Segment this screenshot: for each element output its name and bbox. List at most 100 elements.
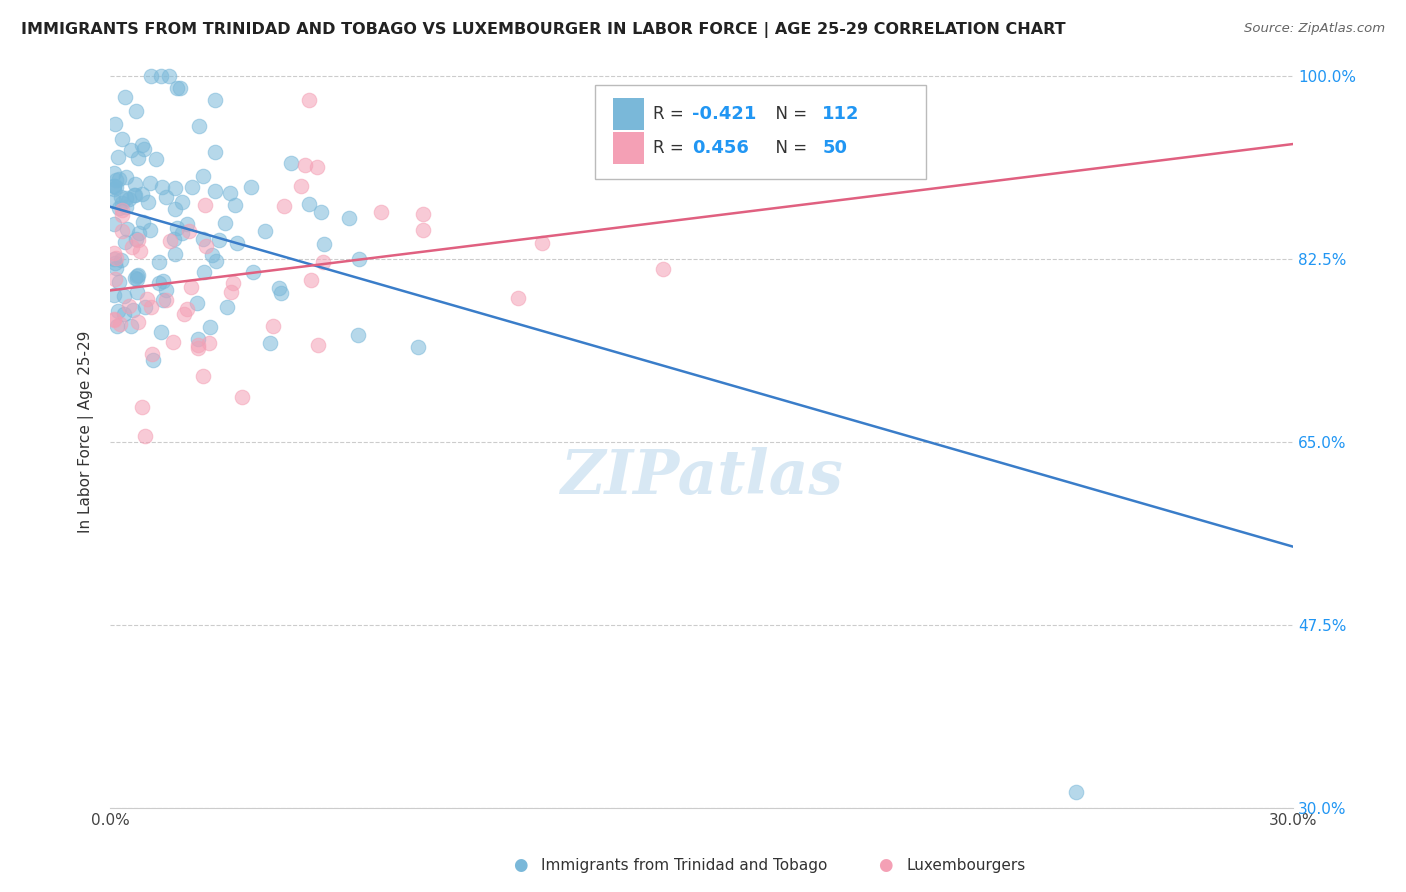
Point (219, 285, 242, 299)
Point (104, 256, 127, 270)
Point (308, 337, 330, 351)
Point (259, 335, 281, 350)
Point (163, 232, 186, 246)
Point (121, 240, 143, 254)
Text: ●: ● (513, 856, 527, 874)
Point (118, 193, 141, 207)
Point (149, 325, 172, 339)
Point (270, 285, 292, 300)
Point (205, 253, 228, 268)
Point (115, 200, 138, 214)
Point (240, 180, 263, 194)
Point (103, 178, 125, 193)
Point (219, 186, 242, 201)
Point (204, 184, 226, 198)
Point (187, 332, 209, 346)
Point (110, 190, 132, 204)
Point (1064, 785, 1087, 799)
Point (104, 272, 127, 286)
Point (114, 191, 136, 205)
Text: IMMIGRANTS FROM TRINIDAD AND TOBAGO VS LUXEMBOURGER IN LABOR FORCE | AGE 25-29 C: IMMIGRANTS FROM TRINIDAD AND TOBAGO VS L… (21, 22, 1066, 38)
Point (103, 313, 125, 327)
Point (290, 179, 312, 194)
Point (110, 252, 132, 267)
Point (152, 274, 174, 288)
Point (103, 166, 125, 180)
Point (121, 319, 143, 334)
Point (269, 281, 291, 295)
Point (298, 197, 321, 211)
Point (159, 234, 181, 248)
Point (131, 214, 153, 228)
Point (169, 80, 191, 95)
Point (131, 187, 153, 202)
Point (111, 208, 134, 222)
Text: R =: R = (654, 139, 689, 157)
Point (194, 239, 217, 253)
Point (150, 180, 173, 194)
Point (198, 335, 221, 350)
Point (166, 221, 188, 235)
Point (163, 202, 186, 216)
Point (103, 179, 125, 194)
Point (141, 69, 163, 83)
Point (191, 232, 214, 246)
Point (114, 235, 136, 249)
Point (121, 302, 143, 317)
Point (194, 198, 217, 212)
Point (208, 233, 231, 247)
Point (157, 69, 180, 83)
Point (200, 319, 222, 334)
Point (181, 180, 204, 194)
Text: -0.421: -0.421 (692, 105, 756, 123)
Point (125, 232, 148, 246)
Point (193, 265, 215, 279)
Point (103, 288, 125, 302)
Point (312, 237, 335, 252)
Point (115, 169, 138, 184)
Point (139, 300, 162, 314)
Point (114, 308, 136, 322)
Point (139, 176, 162, 190)
Point (114, 90, 136, 104)
Point (187, 337, 209, 351)
FancyBboxPatch shape (613, 132, 644, 163)
Point (108, 275, 131, 289)
Point (305, 160, 328, 174)
Point (530, 235, 553, 250)
Point (127, 315, 149, 329)
Point (103, 246, 125, 260)
Point (165, 247, 187, 261)
Point (242, 265, 264, 279)
Point (125, 285, 148, 300)
Point (412, 207, 434, 221)
Point (170, 226, 193, 240)
Point (111, 196, 134, 211)
Point (280, 156, 302, 170)
Point (508, 291, 530, 305)
Point (128, 226, 150, 240)
Text: 112: 112 (823, 105, 859, 123)
Point (103, 252, 125, 267)
Point (176, 217, 198, 231)
Point (204, 94, 226, 108)
Point (214, 216, 236, 230)
Point (104, 180, 127, 194)
Point (111, 224, 134, 238)
Point (104, 118, 127, 132)
Point (347, 328, 370, 343)
Point (217, 300, 239, 314)
Point (226, 235, 249, 250)
Point (148, 255, 170, 269)
Point (104, 261, 127, 276)
Point (179, 224, 201, 238)
Point (132, 142, 155, 156)
Point (162, 335, 184, 350)
Point (103, 194, 125, 208)
Text: 0.456: 0.456 (692, 139, 749, 157)
Point (298, 94, 321, 108)
Point (155, 190, 177, 204)
Point (163, 181, 186, 195)
Point (187, 119, 209, 133)
Point (294, 158, 316, 172)
